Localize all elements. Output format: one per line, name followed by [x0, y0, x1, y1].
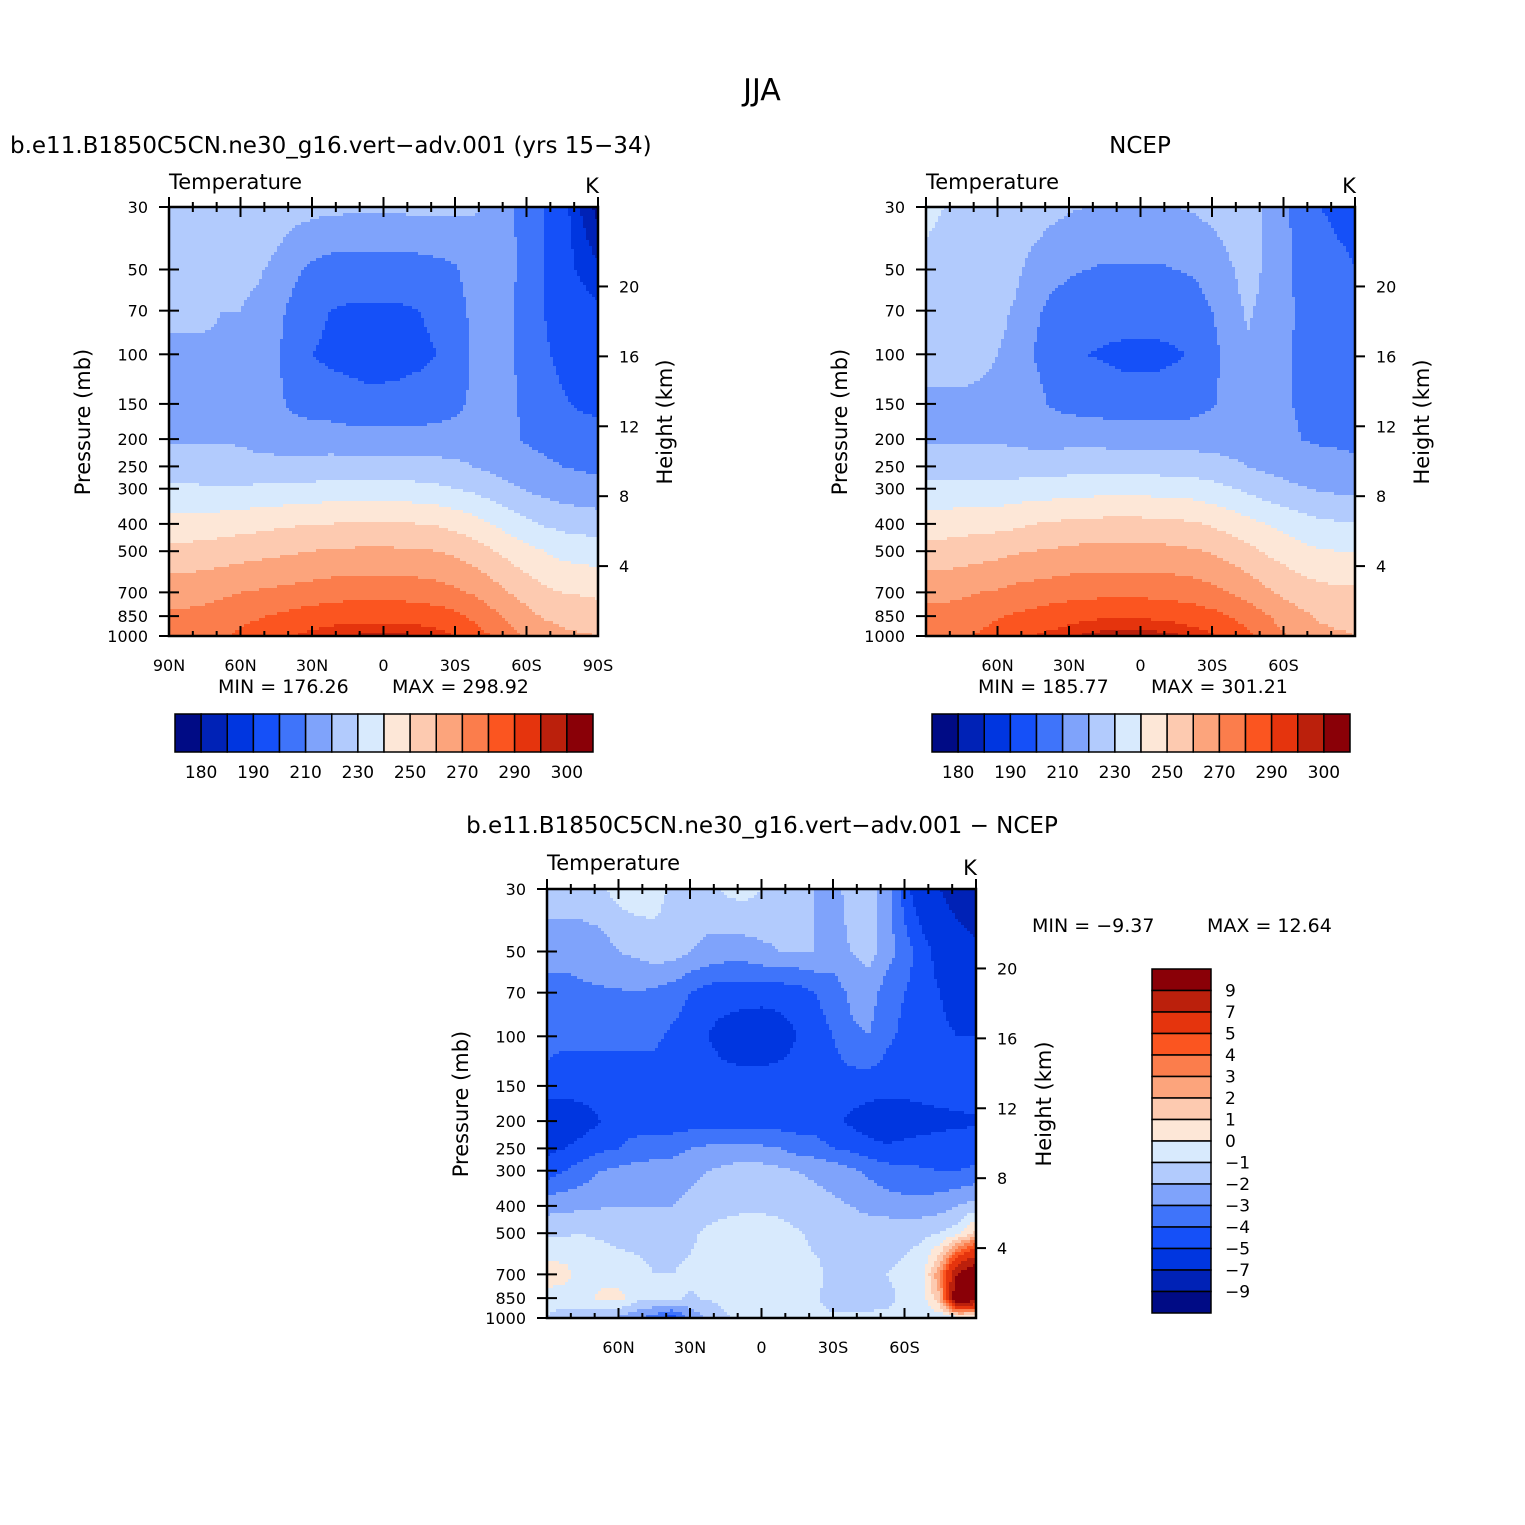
panel-model-subtitle: Temperature — [168, 170, 302, 194]
panel-model-title: b.e11.B1850C5CN.ne30_g16.vert−adv.001 (y… — [10, 133, 652, 159]
figure-title: JJA — [741, 73, 781, 108]
figure: JJA b.e11.B1850C5CN.ne30_g16.vert−adv.00… — [0, 0, 1525, 1525]
panel-model-units: K — [585, 174, 600, 198]
panel-model: b.e11.B1850C5CN.ne30_g16.vert−adv.001 (y… — [10, 133, 677, 783]
panel-model-contours — [169, 207, 599, 637]
